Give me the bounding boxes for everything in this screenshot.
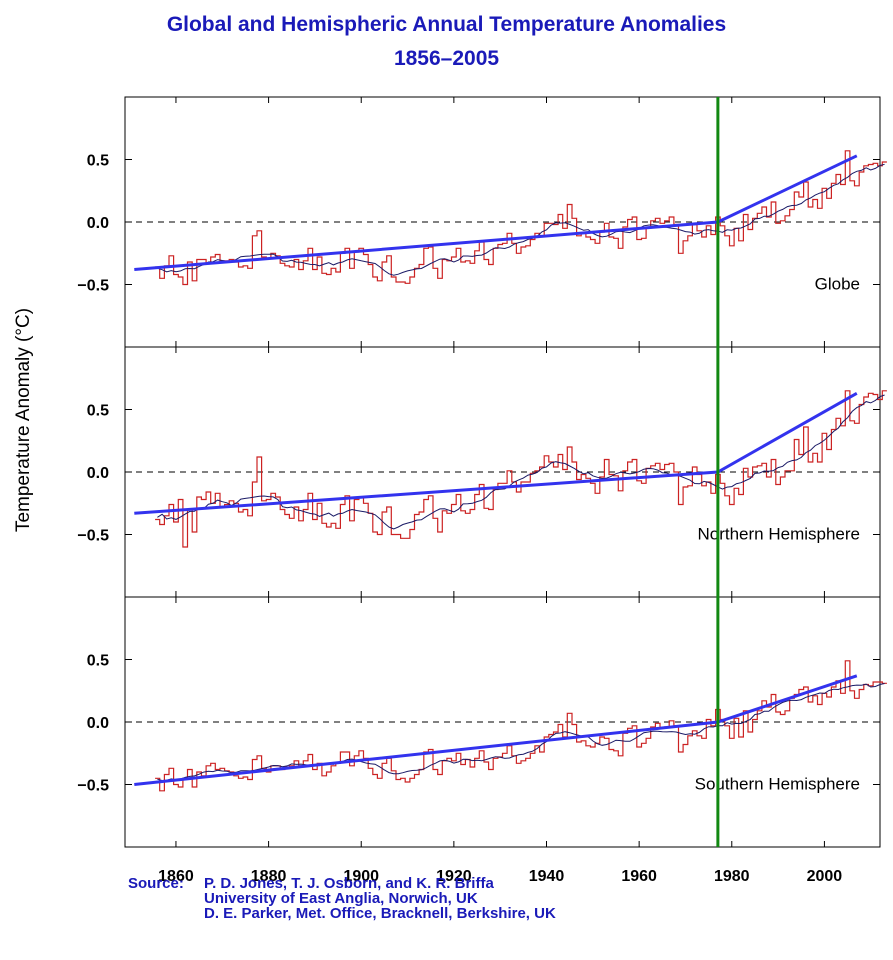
x-tick-label: 1980 [714, 868, 750, 885]
y-tick-label: 0.5 [87, 153, 109, 170]
trend-line [134, 391, 858, 515]
trend-line [134, 154, 858, 271]
panel-label: Northern Hemisphere [697, 525, 860, 544]
y-tick-label: −0.5 [77, 278, 109, 295]
annual-anomaly-series [155, 390, 887, 548]
panel-label: Globe [815, 275, 860, 294]
source-credit: Source: P. D. Jones, T. J. Osborn, and K.… [128, 876, 556, 921]
title-line-1: Global and Hemispheric Annual Temperatur… [166, 13, 727, 36]
x-tick-label: 1960 [621, 868, 657, 885]
x-tick-label: 1860 [158, 868, 194, 885]
panel-label: Southern Hemisphere [695, 775, 860, 794]
chart-title: Global and Hemispheric Annual Temperatur… [0, 8, 893, 76]
x-tick-label: 1920 [436, 868, 472, 885]
x-tick-label: 1940 [529, 868, 565, 885]
y-tick-label: 0.5 [87, 653, 109, 670]
x-tick-label: 1880 [251, 868, 287, 885]
x-tick-label: 1900 [343, 868, 379, 885]
smoothed-series [157, 394, 885, 530]
smoothed-series [157, 683, 885, 782]
y-tick-label: 0.0 [87, 465, 109, 482]
y-axis-label: Temperature Anomaly (°C) [13, 307, 34, 533]
y-tick-label: 0.0 [87, 715, 109, 732]
source-line-3: D. E. Parker, Met. Office, Bracknell, Be… [204, 905, 556, 922]
y-tick-label: −0.5 [77, 528, 109, 545]
source-label: Source: [128, 875, 184, 892]
y-tick-label: −0.5 [77, 778, 109, 795]
y-tick-label: 0.0 [87, 215, 109, 232]
annual-anomaly-series [155, 150, 887, 286]
y-tick-label: 0.5 [87, 403, 109, 420]
title-line-2: 1856–2005 [393, 47, 500, 70]
x-tick-label: 2000 [807, 868, 843, 885]
source-line-1: P. D. Jones, T. J. Osborn, and K. R. Bri… [204, 875, 494, 892]
source-line-2: University of East Anglia, Norwich, UK [204, 890, 478, 907]
